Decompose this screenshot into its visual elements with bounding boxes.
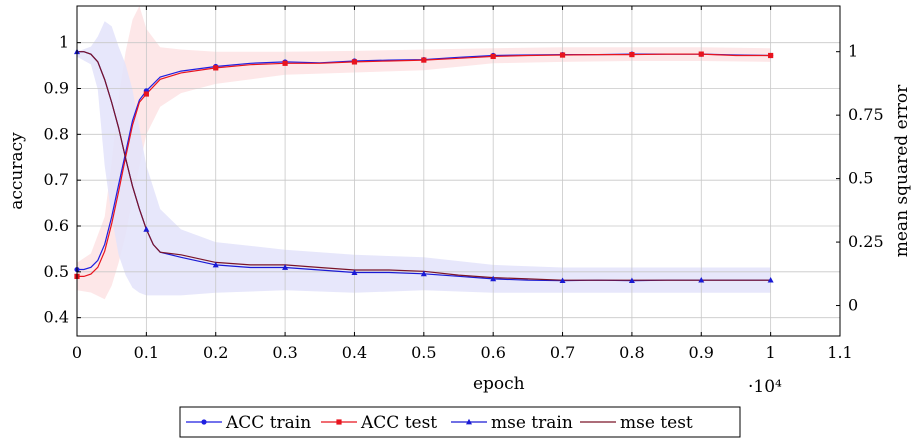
x-tick-label: 0.6 [480, 343, 505, 362]
y-tick-label: 0.5 [44, 262, 69, 281]
y2-axis-title: mean squared error [892, 84, 912, 257]
legend-item: mse test [580, 413, 693, 433]
data-point-mse-train [559, 277, 566, 284]
y-tick-label: 0.4 [44, 308, 69, 327]
data-point-acc-test [421, 57, 427, 63]
x-tick-label: 0.3 [272, 343, 297, 362]
legend-label: ACC train [225, 413, 311, 433]
y-tick-label: 0.6 [44, 216, 69, 235]
series-lines [77, 51, 771, 282]
x-tick-label: 0.8 [619, 343, 644, 362]
legend: ACC train ACC test mse train mse test [179, 406, 741, 438]
data-point-acc-test [629, 51, 635, 58]
x-tick-label: 0.1 [134, 343, 159, 362]
y2-tick-labels: 0 0.25 0.5 0.75 1 [848, 42, 884, 315]
x-tick-label: 0 [72, 343, 82, 362]
x-multiplier-label: ·10⁴ [748, 377, 782, 397]
data-point-mse-train [282, 264, 289, 270]
data-point-mse-train [351, 269, 358, 275]
x-tick-label: 1 [766, 343, 776, 362]
data-point-mse-train [698, 276, 705, 283]
x-tick-label: 0.9 [689, 343, 714, 362]
y2-tick-label: 0.5 [848, 169, 873, 188]
y-tick-label: 0.8 [44, 124, 69, 143]
data-point-acc-test [559, 52, 566, 58]
x-tick-label: 1.1 [827, 343, 852, 362]
data-point-mse-train [420, 270, 427, 277]
data-point-acc-test [282, 60, 288, 66]
legend-marker [201, 419, 207, 425]
y-tick-labels: 0.4 0.5 0.6 0.7 0.8 0.9 1 [44, 33, 69, 327]
series-line-acc-test [77, 53, 771, 277]
legend-item: ACC train [186, 413, 311, 433]
legend-marker [336, 419, 342, 425]
legend-item: ACC test [321, 413, 437, 433]
data-point-acc-test [351, 59, 358, 65]
legend-item: mse train [451, 413, 573, 433]
x-tick-label: 0.5 [411, 343, 436, 362]
x-tick-label: 0.2 [203, 343, 228, 362]
data-point-acc-test [768, 52, 774, 59]
data-point-mse-train [490, 275, 497, 282]
y2-tick-label: 0.25 [848, 232, 884, 251]
data-point-acc-test [143, 91, 149, 97]
legend-label: ACC test [360, 413, 437, 433]
data-point-acc-test [490, 53, 496, 60]
y-tick-label: 0.7 [44, 170, 69, 189]
legend-label: mse test [620, 413, 693, 433]
data-point-mse-train [143, 226, 150, 232]
y-tick-label: 1 [59, 33, 69, 52]
data-point-mse-train [212, 261, 219, 268]
legend-label: mse train [491, 413, 573, 433]
legend-marker [466, 418, 472, 425]
y2-tick-label: 0.75 [848, 105, 884, 124]
y2-tick-label: 0 [848, 296, 858, 315]
error-band-0 [77, 6, 771, 300]
data-point-mse-train [628, 277, 635, 284]
x-tick-labels: 0 0.1 0.2 0.3 0.4 0.5 0.6 0.7 0.8 0.9 1 1.1 [72, 343, 853, 362]
y-tick-label: 0.9 [44, 79, 69, 98]
x-tick-label: 0.7 [550, 343, 575, 362]
y-axis-title: accuracy [7, 132, 27, 210]
series-markers [74, 48, 774, 284]
data-point-mse-train [767, 276, 774, 283]
x-axis-title: epoch [473, 374, 525, 394]
data-point-acc-test [698, 51, 704, 57]
data-point-acc-test [213, 65, 219, 71]
y2-tick-label: 1 [848, 42, 858, 61]
series-line-mse-test [77, 51, 771, 281]
tick-marks [76, 6, 841, 336]
x-tick-label: 0.4 [342, 343, 367, 362]
plot-frame [76, 5, 841, 337]
